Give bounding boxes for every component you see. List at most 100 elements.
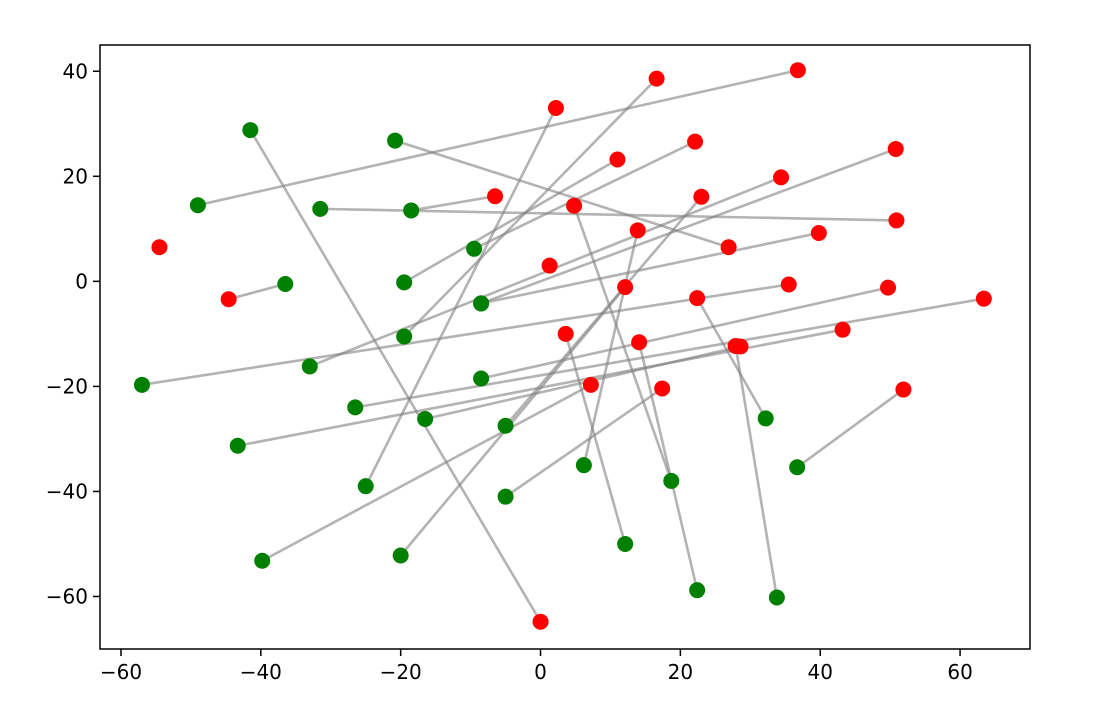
connection-line-13	[480, 286, 889, 380]
red-point-24	[631, 334, 648, 351]
connection-line-26	[696, 297, 767, 420]
red-point-18	[582, 376, 599, 393]
connection-line-20	[504, 387, 663, 498]
red-point-13	[880, 279, 897, 296]
red-point-9	[773, 169, 790, 186]
plot-frame	[99, 44, 1031, 650]
connection-line-25	[734, 345, 779, 598]
y-tick-label: −20	[46, 374, 88, 398]
green-point-7	[396, 274, 413, 291]
green-point-22	[617, 535, 634, 552]
red-point-27	[895, 381, 912, 398]
red-point-12	[975, 290, 992, 307]
x-axis: −60 −40 −20 0 20 40 60	[100, 649, 973, 684]
connection-line-19	[399, 286, 627, 557]
red-point-19	[617, 279, 634, 296]
green-point-14	[229, 437, 246, 454]
red-point-7	[609, 151, 626, 168]
green-point-25	[768, 589, 785, 606]
green-point-13	[473, 370, 490, 387]
connection-line-27	[796, 388, 905, 469]
red-point-28	[151, 239, 168, 256]
connection-line-8	[480, 231, 820, 305]
connection-line-29	[480, 147, 897, 305]
red-point-30	[541, 257, 558, 274]
red-point-11	[780, 276, 797, 293]
red-point-22	[557, 325, 574, 342]
red-point-5	[687, 133, 704, 150]
y-tick-label: 40	[63, 59, 88, 83]
green-point-4	[403, 202, 420, 219]
green-point-19	[392, 547, 409, 564]
y-tick-label: 20	[63, 164, 88, 188]
connection-line-1	[249, 129, 542, 623]
red-point-3	[888, 212, 905, 229]
connection-line-11	[141, 283, 789, 387]
connection-line-23	[572, 205, 673, 482]
connection-line-4	[410, 194, 496, 212]
red-point-8	[810, 225, 827, 242]
green-point-24	[689, 582, 706, 599]
x-tick-label: −60	[100, 660, 142, 684]
connection-line-15	[424, 345, 741, 421]
green-point-12	[347, 399, 364, 416]
green-point-26	[757, 410, 774, 427]
x-tick-label: 60	[947, 660, 972, 684]
green-point-2	[387, 132, 404, 149]
connection-line-10	[403, 77, 658, 338]
y-tick-label: 0	[75, 269, 88, 293]
connection-line-7	[403, 158, 619, 284]
red-point-1	[532, 613, 549, 630]
green-point-6	[277, 275, 294, 292]
connection-line-17	[364, 107, 558, 487]
connection-line-0	[197, 68, 799, 207]
red-point-20	[654, 380, 671, 397]
red-point-25	[727, 337, 744, 354]
green-point-29	[473, 295, 490, 312]
green-point-11	[133, 376, 150, 393]
green-point-9	[301, 358, 318, 375]
red-point-2	[720, 239, 737, 256]
red-point-6	[220, 291, 237, 308]
red-point-4	[487, 188, 504, 205]
green-point-1	[242, 122, 259, 139]
green-point-27	[789, 459, 806, 476]
green-point-20	[497, 488, 514, 505]
x-tick-label: 40	[807, 660, 832, 684]
y-tick-label: −60	[46, 584, 88, 608]
data-points	[133, 62, 992, 630]
green-point-17	[357, 478, 374, 495]
green-point-18	[254, 552, 271, 569]
connection-line-22	[564, 333, 627, 545]
red-point-23	[566, 197, 583, 214]
connection-line-24	[637, 341, 699, 591]
green-point-5	[466, 240, 483, 257]
x-tick-label: −20	[380, 660, 422, 684]
green-point-10	[396, 328, 413, 345]
connection-line-6	[228, 282, 286, 301]
red-point-26	[689, 290, 706, 307]
y-axis: −60 −40 −20 0 20 40	[46, 59, 100, 608]
green-point-16	[497, 417, 514, 434]
x-tick-label: 0	[534, 660, 547, 684]
x-tick-label: 20	[668, 660, 693, 684]
connection-line-12	[355, 297, 985, 409]
green-point-21	[575, 457, 592, 474]
red-point-14	[834, 321, 851, 338]
green-point-0	[189, 197, 206, 214]
red-point-16	[693, 188, 710, 205]
red-point-0	[789, 62, 806, 79]
green-point-23	[663, 472, 680, 489]
connection-line-5	[473, 140, 696, 250]
red-point-10	[648, 70, 665, 87]
red-point-17	[547, 100, 564, 117]
green-point-3	[312, 200, 329, 217]
green-point-15	[417, 410, 434, 427]
red-point-21	[629, 222, 646, 239]
connection-lines	[141, 68, 985, 623]
connection-line-18	[261, 383, 592, 562]
y-tick-label: −40	[46, 479, 88, 503]
red-point-29	[887, 140, 904, 157]
